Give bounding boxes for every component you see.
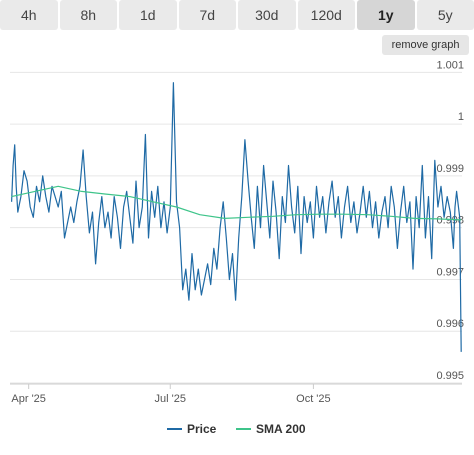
tab-1y[interactable]: 1y xyxy=(357,0,415,30)
sma-200-series-line xyxy=(11,185,462,221)
tab-120d[interactable]: 120d xyxy=(297,0,355,30)
x-tick-label: Oct '25 xyxy=(296,393,331,405)
y-tick-label: 0.997 xyxy=(436,266,464,278)
price-series-line xyxy=(11,82,462,352)
tab-5y[interactable]: 5y xyxy=(416,0,474,30)
y-tick-label: 0.998 xyxy=(436,215,464,227)
tab-1d[interactable]: 1d xyxy=(119,0,177,30)
legend-item-sma-200[interactable]: SMA 200 xyxy=(236,422,306,436)
timeframe-tabs: 4h 8h 1d 7d 30d 120d 1y 5y xyxy=(0,0,474,30)
y-tick-label: 0.995 xyxy=(436,370,464,382)
y-tick-label: 0.999 xyxy=(436,163,464,175)
y-tick-label: 1.001 xyxy=(436,59,464,71)
y-tick-label: 1 xyxy=(458,111,464,123)
tab-8h[interactable]: 8h xyxy=(59,0,117,30)
tab-30d[interactable]: 30d xyxy=(238,0,296,30)
tab-4h[interactable]: 4h xyxy=(0,0,58,30)
legend-label: Price xyxy=(187,422,217,436)
x-tick-label: Jul '25 xyxy=(155,393,186,405)
legend-item-price[interactable]: Price xyxy=(167,422,217,436)
legend-label: SMA 200 xyxy=(256,422,306,436)
remove-graph-button[interactable]: remove graph xyxy=(382,35,469,55)
y-tick-label: 0.996 xyxy=(436,318,464,330)
tab-7d[interactable]: 7d xyxy=(178,0,236,30)
x-tick-label: Apr '25 xyxy=(11,393,46,405)
